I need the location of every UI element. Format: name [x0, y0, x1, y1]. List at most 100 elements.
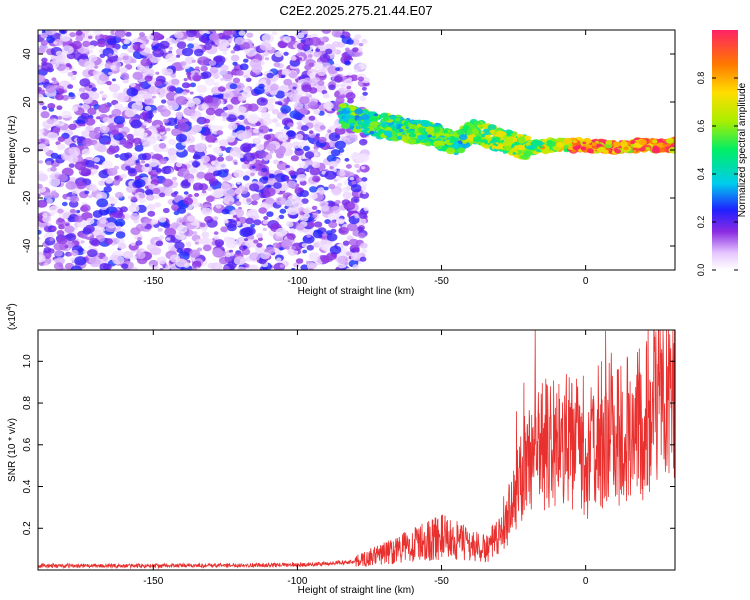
spectrogram-cell — [38, 199, 48, 208]
spectrogram-cell — [295, 133, 304, 140]
spectrogram-cell — [275, 101, 280, 105]
spectrogram-cell — [346, 267, 351, 270]
spectrogram-cell — [38, 183, 43, 189]
spectrogram-cell — [350, 115, 355, 119]
spectrogram-cell — [138, 153, 147, 161]
spectrogram-cell — [207, 144, 213, 148]
spectrogram-cell — [657, 142, 665, 148]
spectrogram-cell — [304, 151, 315, 159]
spectrogram-cell — [344, 262, 349, 266]
spectrogram-cell — [140, 160, 146, 164]
spectrogram-cell — [83, 224, 95, 234]
spectrogram-cell — [70, 265, 83, 270]
spectrogram-cell — [214, 239, 225, 247]
spectrogram-cell — [38, 229, 42, 235]
spectrogram-cell — [82, 40, 91, 48]
spectrogram-cell — [425, 142, 430, 146]
spectrogram-cell — [449, 140, 454, 144]
spectrogram-cell — [46, 118, 55, 125]
spectrogram-cell — [80, 168, 92, 177]
spectrogram-cell — [40, 32, 48, 39]
spectrogram-cell — [139, 112, 150, 120]
spectrogram-cell — [38, 160, 43, 164]
spectrogram-cell — [314, 135, 321, 140]
spectrogram-cell — [286, 206, 299, 216]
spectrogram-cell — [159, 158, 168, 165]
spectrogram-cell — [133, 137, 142, 145]
spectrogram-cell — [345, 164, 352, 169]
spectrogram-cell — [162, 178, 174, 187]
spectrogram-cell — [208, 60, 217, 66]
spectrogram-cell — [187, 178, 195, 184]
spectrogram-cell — [511, 133, 515, 136]
spectrogram-cell — [113, 165, 120, 170]
spectrogram-cell — [391, 126, 397, 131]
spectrogram-cell — [332, 188, 341, 196]
spectrogram-cell — [59, 33, 71, 42]
spectrogram-cell — [334, 199, 341, 205]
spectrogram-cell — [333, 75, 343, 83]
spectrogram-cell — [356, 177, 363, 183]
spectrogram-cell — [290, 174, 297, 180]
spectrogram-cell — [185, 100, 196, 108]
spectrogram-cell — [146, 53, 153, 59]
spectrogram-cell — [187, 193, 193, 198]
spectrogram-cell — [255, 143, 265, 151]
spectrogram-cell — [261, 33, 274, 43]
spectrogram-cell — [137, 236, 142, 241]
spectrogram-cell — [169, 86, 177, 92]
spectrogram-cell — [358, 260, 362, 264]
spectrogram-cell — [309, 36, 322, 46]
spectrogram-cell — [330, 205, 341, 214]
spectrogram-cell — [76, 209, 81, 214]
spectrogram-cell — [99, 227, 106, 233]
spectrogram-cell — [134, 143, 139, 147]
spectrogram-cell — [286, 130, 296, 138]
spectrogram-cell — [239, 63, 249, 71]
spectrogram-cell — [103, 263, 112, 270]
spectrogram-cell — [176, 248, 184, 254]
spectrogram-cell — [342, 240, 350, 246]
spectrogram-cell — [235, 130, 248, 140]
spectrogram-cell — [268, 173, 276, 179]
spectrogram-cell — [200, 36, 208, 42]
spectrogram-cell — [227, 261, 237, 269]
spectrogram-cell — [90, 168, 98, 175]
spectrogram-cell — [318, 190, 325, 195]
spectrogram-cell — [354, 108, 363, 115]
spectrogram-cell — [102, 160, 113, 169]
spectrogram-cell — [156, 124, 160, 128]
spectrogram-cell — [245, 125, 251, 130]
spectrogram-cell — [462, 140, 468, 144]
spectrogram-cell — [495, 130, 505, 138]
spectrogram-cell — [487, 124, 497, 131]
snr-y-scale-note: (x104) — [6, 303, 18, 330]
spectrogram-cell — [258, 83, 265, 89]
spectrogram-cell — [230, 54, 240, 62]
spectrogram-cell — [93, 157, 101, 163]
spectrogram-cell — [405, 126, 409, 129]
spectrogram-cell — [115, 231, 126, 239]
spectrogram-cell — [269, 150, 274, 154]
spectrogram-cell — [289, 40, 296, 45]
spectrogram-cell — [220, 64, 229, 71]
spectrogram-cell — [57, 88, 65, 95]
spectrogram-cell — [229, 210, 237, 216]
spectrogram-cell — [215, 162, 227, 171]
spectrogram-cell — [168, 138, 177, 146]
spectrogram-cell — [138, 193, 146, 199]
spectrogram-cell — [117, 57, 123, 61]
spectrogram-cell — [244, 238, 248, 242]
spectrogram-cell — [324, 170, 337, 180]
spectrogram-cell — [62, 45, 74, 55]
spectrogram-cell — [175, 258, 187, 268]
spectrogram-cell — [347, 98, 354, 104]
spectrogram-cell — [319, 125, 326, 130]
spectrogram-cell — [355, 125, 361, 130]
spectrogram-cell — [99, 90, 104, 95]
spectrogram-cell — [208, 124, 215, 130]
spectrogram-cell — [338, 226, 349, 235]
spectrogram-cell — [155, 240, 164, 247]
spectrogram-cell — [556, 137, 564, 143]
spectrogram-cell — [46, 131, 59, 141]
